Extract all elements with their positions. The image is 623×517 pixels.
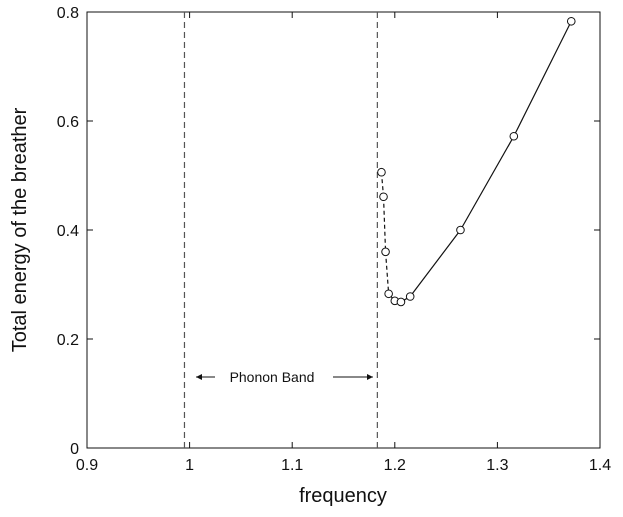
data-point [384,289,393,299]
x-axis-ticks: 0.9 1 1.1 1.2 1.3 1.4 [76,12,611,474]
y-tick-label: 0.8 [57,5,79,22]
x-tick-label: 1.1 [281,457,303,474]
data-point [456,225,465,235]
series-line-segment [382,196,387,252]
data-point [381,247,390,257]
data-point [509,131,519,141]
series-points [377,16,576,307]
series-line-segment [459,135,515,231]
annotation-label: Phonon Band [230,369,315,385]
series-line-segment [384,251,390,294]
x-tick-label: 1.2 [384,457,406,474]
series-line-segment [409,229,461,297]
y-axis-label: Total energy of the breather [9,107,31,352]
x-tick-label: 1.3 [486,457,508,474]
data-point [396,297,406,307]
data-point [566,16,576,26]
x-tick-label: 1.4 [589,457,611,474]
band-edges [183,12,378,448]
series-line-segment [513,20,572,137]
plot-frame [86,11,601,449]
y-tick-label: 0.4 [57,223,79,240]
x-tick-label: 0.9 [76,457,98,474]
x-tick-label: 1 [185,457,194,474]
y-tick-label: 0 [70,441,79,458]
phonon-band-annotation: Phonon Band [196,369,373,385]
y-tick-label: 0.6 [57,114,79,131]
y-axis-ticks: 0 0.2 0.4 0.6 0.8 [57,5,600,458]
series-lines [380,20,572,303]
y-tick-label: 0.2 [57,332,79,349]
x-axis-label: frequency [299,485,387,507]
data-point [405,292,415,301]
data-point [379,192,388,202]
annotation-right-arrowhead [367,374,373,380]
data-point [377,167,386,177]
annotation-left-arrowhead [196,374,202,380]
